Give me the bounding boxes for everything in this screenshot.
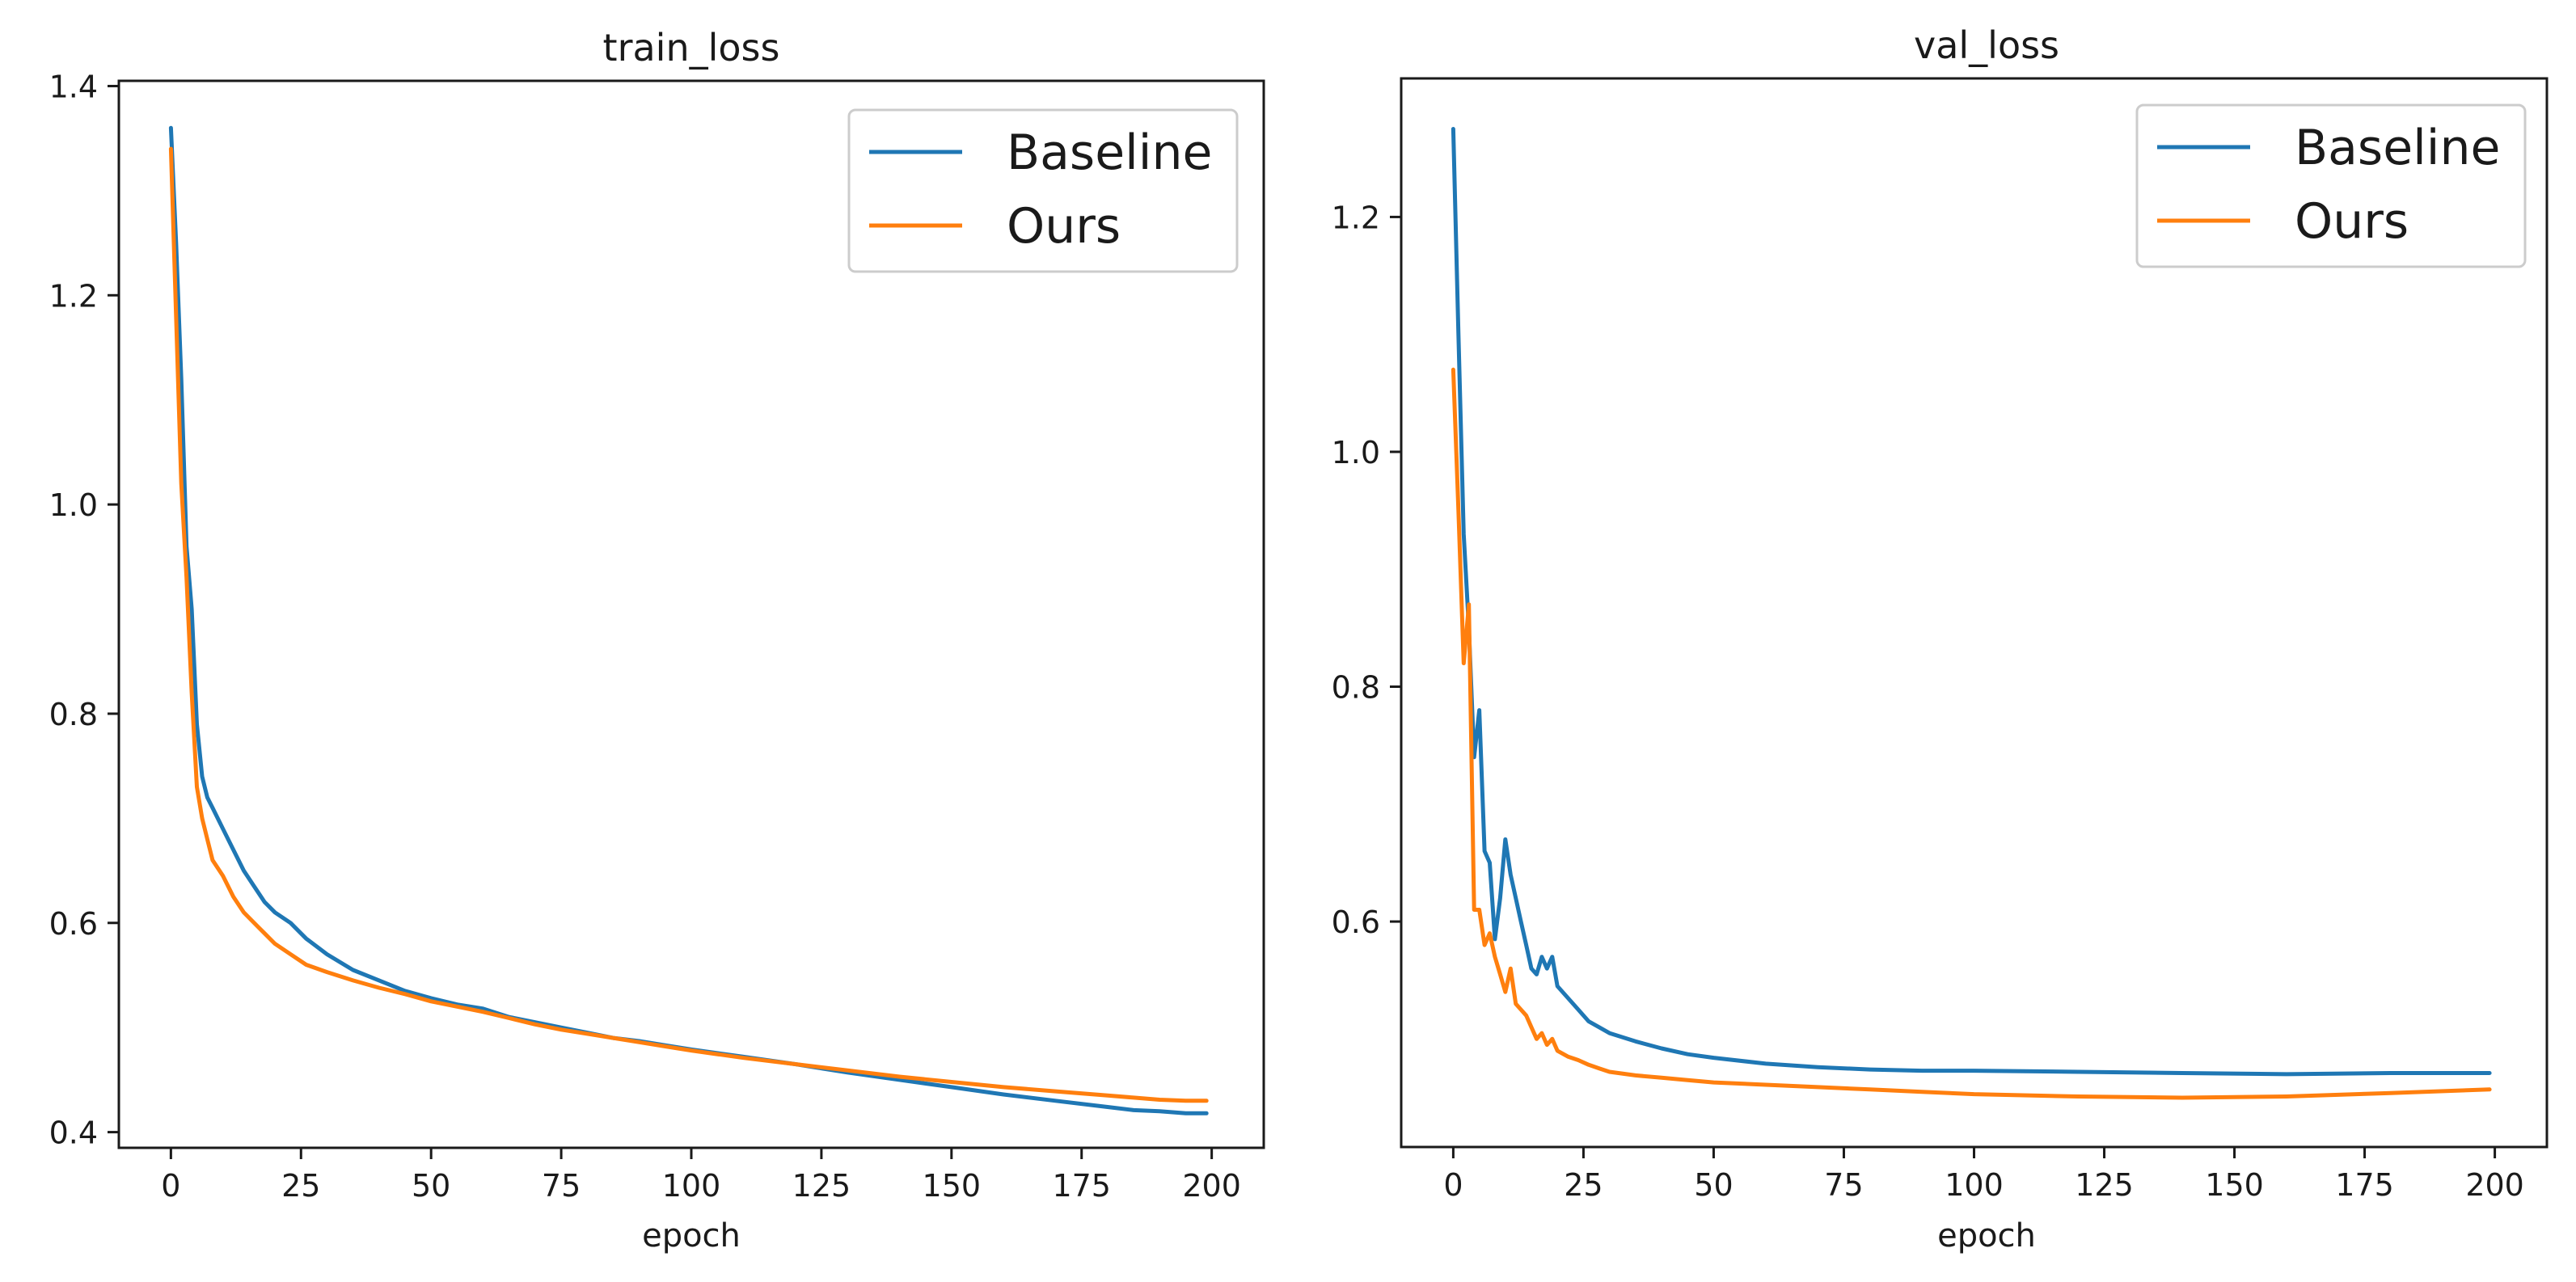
- series-line-baseline: [1451, 127, 2492, 1077]
- x-tick-label: 25: [281, 1168, 320, 1204]
- x-tick-label: 150: [923, 1168, 982, 1204]
- y-tick-label: 1.2: [1332, 200, 1380, 235]
- legend: Baseline Ours: [2135, 103, 2527, 268]
- series-line-baseline: [168, 125, 1209, 1115]
- y-tick-label: 0.6: [49, 906, 98, 942]
- x-tick-label: 0: [161, 1168, 180, 1204]
- x-tick-label: 50: [1694, 1167, 1733, 1203]
- x-axis-title: epoch: [1937, 1217, 2036, 1255]
- series-line-ours: [1451, 367, 2492, 1100]
- legend-label-baseline: Baseline: [1007, 124, 1212, 181]
- x-tick-label: 125: [792, 1168, 851, 1204]
- legend-label-baseline: Baseline: [2295, 120, 2500, 176]
- x-tick-label: 0: [1443, 1167, 1463, 1203]
- y-tick-label: 1.0: [49, 487, 98, 523]
- y-axis: 0.4 0.6 0.8 1.0 1.2 1.4: [49, 69, 119, 1151]
- y-tick-label: 1.2: [49, 278, 98, 314]
- y-tick-label: 1.4: [49, 69, 98, 104]
- x-axis: 0 25 50 75 100 125 150 175 200: [161, 1148, 1241, 1204]
- x-tick-label: 50: [412, 1168, 450, 1204]
- legend: Baseline Ours: [847, 108, 1239, 273]
- series-layer: [168, 125, 1209, 1115]
- y-tick-label: 1.0: [1332, 435, 1380, 470]
- x-tick-label: 25: [1564, 1167, 1603, 1203]
- x-tick-label: 75: [542, 1168, 581, 1204]
- y-tick-label: 0.8: [49, 697, 98, 732]
- x-tick-label: 200: [1182, 1168, 1241, 1204]
- series-layer: [1451, 127, 2492, 1100]
- chart-title: train_loss: [603, 26, 780, 70]
- val-loss-chart: val_loss 0 25 50 75 100 125 150 175 200 0.6 0.8 1.…: [1332, 23, 2549, 1255]
- y-axis: 0.6 0.8 1.0 1.2: [1332, 200, 1401, 940]
- train-loss-chart: train_loss 0 25 50 75 100 125 150 175 200 0.4 0.6…: [49, 26, 1265, 1255]
- series-line-ours: [168, 146, 1209, 1103]
- chart-title: val_loss: [1914, 23, 2059, 67]
- y-tick-label: 0.6: [1332, 905, 1380, 940]
- y-tick-label: 0.8: [1332, 670, 1380, 706]
- y-tick-label: 0.4: [49, 1115, 98, 1151]
- x-tick-label: 100: [662, 1168, 721, 1204]
- x-tick-label: 175: [1052, 1168, 1111, 1204]
- x-axis: 0 25 50 75 100 125 150 175 200: [1443, 1147, 2524, 1203]
- legend-label-ours: Ours: [1007, 198, 1121, 255]
- x-tick-label: 100: [1945, 1167, 2004, 1203]
- x-tick-label: 175: [2335, 1167, 2394, 1203]
- x-tick-label: 125: [2075, 1167, 2134, 1203]
- x-tick-label: 200: [2465, 1167, 2524, 1203]
- legend-label-ours: Ours: [2295, 193, 2409, 250]
- x-tick-label: 75: [1824, 1167, 1863, 1203]
- x-tick-label: 150: [2205, 1167, 2264, 1203]
- x-axis-title: epoch: [642, 1217, 741, 1255]
